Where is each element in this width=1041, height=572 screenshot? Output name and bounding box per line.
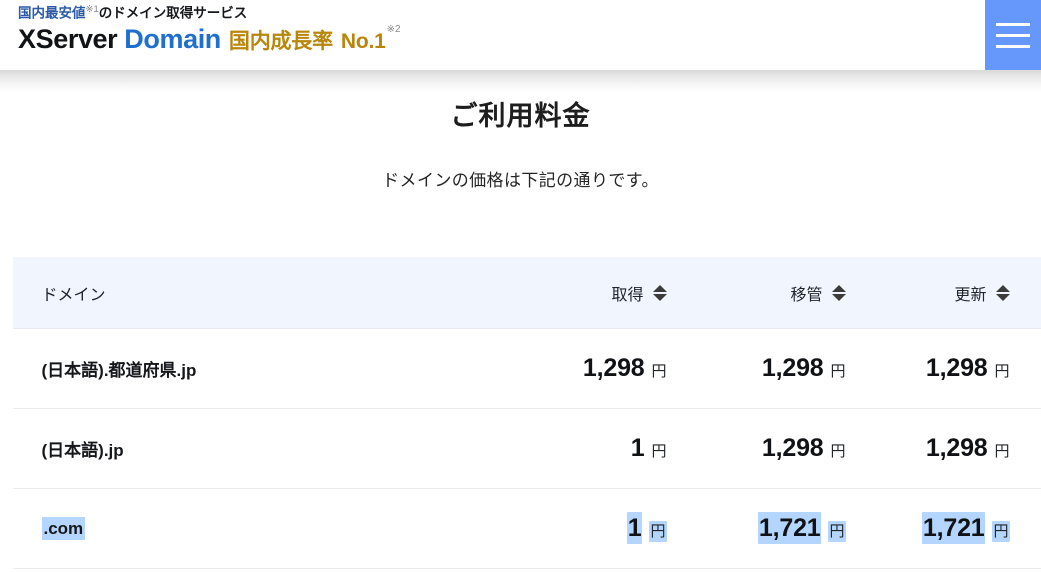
site-header: 国内最安値※1のドメイン取得サービス XServer Domain 国内成長率 No.… [0, 0, 1041, 70]
currency-unit: 円 [651, 443, 667, 460]
hamburger-bar-2 [996, 33, 1030, 37]
domain-name-cell: .com [12, 488, 520, 569]
sort-descending-icon [652, 293, 667, 301]
currency-unit: 円 [994, 443, 1010, 460]
currency-unit: 円 [830, 363, 846, 380]
price-cell-renew: 1,298 円 [877, 408, 1041, 489]
domain-name-text: (日本語).都道府県.jp [41, 361, 197, 380]
logo-row: XServer Domain 国内成長率 No.1※2 [18, 23, 401, 60]
sort-arrows-icon[interactable] [831, 284, 846, 301]
sort-descending-icon [831, 293, 846, 301]
price-amount: 1,298 [761, 354, 824, 382]
sort-descending-icon [995, 293, 1010, 301]
column-header-domain-label: ドメイン [41, 286, 106, 304]
column-header-transfer-label: 移管 [790, 286, 823, 304]
logo-growth-no1: No.1 [340, 29, 386, 53]
currency-unit: 円 [992, 521, 1010, 542]
price-cell-transfer: 1,298 円 [698, 408, 878, 489]
price-amount: 1,721 [921, 512, 986, 544]
page-subtitle: ドメインの価格は下記の通りです。 [382, 171, 659, 190]
price-amount: 1 [630, 434, 645, 462]
price-amount: 1,298 [582, 354, 645, 382]
logo-domain: Domain [124, 23, 221, 54]
sort-ascending-icon [652, 284, 667, 292]
sort-ascending-icon [995, 284, 1010, 292]
domain-name-cell: (日本語).jp [12, 408, 520, 489]
column-header-renew-label: 更新 [954, 286, 987, 304]
column-header-renew[interactable]: 更新 [877, 257, 1041, 329]
price-cell-transfer: 1,721 円 [698, 488, 878, 569]
hamburger-bar-1 [996, 22, 1030, 26]
main-content: ご利用料金 ドメインの価格は下記の通りです。 ドメイン 取得 [0, 70, 1041, 569]
domain-name-text: .com [41, 516, 86, 540]
price-cell-renew: 1,721 円 [877, 488, 1041, 569]
price-amount: 1,721 [757, 512, 822, 544]
price-amount: 1,298 [925, 354, 988, 382]
hamburger-bar-3 [996, 44, 1030, 48]
price-amount: 1,298 [761, 434, 824, 462]
tagline-highlight: 国内最安値 [18, 5, 86, 21]
currency-unit: 円 [994, 363, 1010, 380]
table-header-row: ドメイン 取得 移管 [12, 257, 1041, 329]
column-header-acquire-label: 取得 [611, 286, 644, 304]
column-header-acquire[interactable]: 取得 [519, 257, 699, 329]
sort-arrows-icon[interactable] [995, 284, 1010, 301]
column-header-domain[interactable]: ドメイン [12, 257, 520, 329]
price-cell-transfer: 1,298 円 [698, 328, 878, 409]
price-cell-acquire: 1,298 円 [519, 328, 699, 409]
currency-unit: 円 [830, 443, 846, 460]
logo-footnote: ※2 [386, 24, 401, 36]
price-cell-renew: 1,298 円 [877, 328, 1041, 409]
table-row: .com 1 円 1,721 円 1,721 円 [12, 488, 1041, 569]
brand-logo[interactable]: 国内最安値※1のドメイン取得サービス XServer Domain 国内成長率 No.… [18, 2, 401, 60]
currency-unit: 円 [651, 363, 667, 380]
price-table-body: (日本語).都道府県.jp 1,298 円 1,298 円 1,298 円 (日本語).jp 1… [12, 328, 1041, 569]
price-table-head: ドメイン 取得 移管 [12, 257, 1041, 329]
tagline-rest: のドメイン取得サービス [98, 5, 248, 21]
hamburger-menu-icon[interactable] [985, 0, 1041, 70]
domain-name-text: (日本語).jp [41, 441, 124, 460]
column-header-transfer[interactable]: 移管 [698, 257, 878, 329]
price-amount: 1 [626, 512, 643, 544]
sort-ascending-icon [831, 284, 846, 292]
domain-name-cell: (日本語).都道府県.jp [12, 328, 520, 409]
sort-arrows-icon[interactable] [652, 284, 667, 301]
currency-unit: 円 [649, 521, 667, 542]
table-row: (日本語).jp 1 円 1,298 円 1,298 円 [12, 408, 1041, 489]
currency-unit: 円 [828, 521, 846, 542]
page-title: ご利用料金 [450, 101, 591, 131]
price-table: ドメイン 取得 移管 [12, 257, 1041, 569]
table-row: (日本語).都道府県.jp 1,298 円 1,298 円 1,298 円 [12, 328, 1041, 409]
logo-xserver: XServer [18, 23, 118, 54]
tagline-footnote: ※1 [85, 4, 99, 15]
logo-growth-label: 国内成長率 [228, 29, 333, 53]
brand-tagline: 国内最安値※1のドメイン取得サービス [18, 2, 400, 22]
price-amount: 1,298 [925, 434, 988, 462]
price-table-container: ドメイン 取得 移管 [12, 191, 1041, 569]
